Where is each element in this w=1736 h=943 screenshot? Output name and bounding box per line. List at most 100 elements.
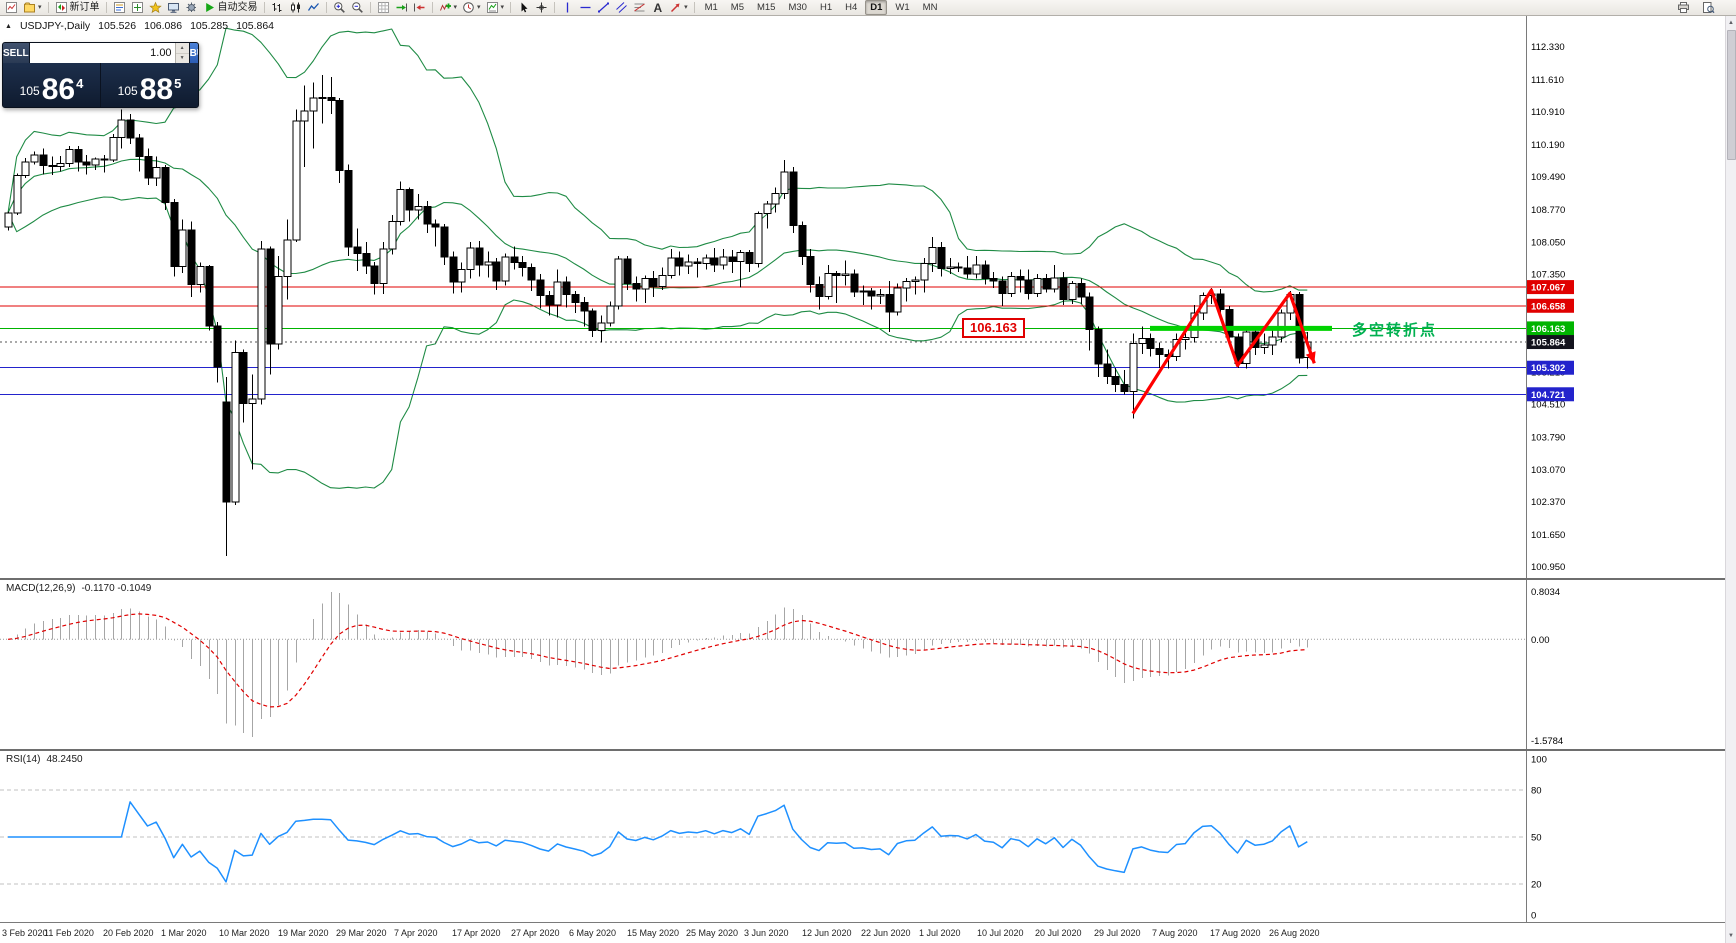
auto-scroll-button[interactable] [393, 1, 410, 15]
pane-splitter[interactable] [0, 749, 1725, 751]
templates-button[interactable]: ▾ [484, 1, 507, 15]
bollinger-bands [7, 27, 1308, 489]
new-order-icon [55, 2, 67, 13]
time-axis-label: 20 Feb 2020 [103, 928, 154, 938]
time-axis-label: 6 May 2020 [569, 928, 617, 938]
macd-axis[interactable]: 0.8034 0.00 -1.5784 [1526, 580, 1564, 749]
print-button[interactable] [1675, 1, 1692, 15]
svg-text:108.770: 108.770 [1531, 205, 1565, 216]
market-watch-button[interactable] [111, 1, 128, 15]
macd-indicator-pane[interactable]: 0.8034 0.00 -1.5784 [0, 580, 1725, 749]
timeframe-w1-button[interactable]: W1 [895, 2, 910, 13]
toolbar-separator [263, 2, 265, 13]
zoom-in-button[interactable] [331, 1, 348, 15]
pane-splitter[interactable] [0, 578, 1725, 580]
scrollbar-thumb[interactable] [1726, 30, 1736, 160]
time-axis-label: 10 Mar 2020 [219, 928, 270, 938]
svg-text:80: 80 [1531, 786, 1542, 797]
svg-text:110.910: 110.910 [1531, 107, 1565, 118]
bar-chart-button[interactable] [269, 1, 286, 15]
sell-price-point: 4 [76, 76, 84, 91]
svg-text:108.050: 108.050 [1531, 238, 1565, 249]
candlestick-chart-button[interactable] [287, 1, 304, 15]
rsi-axis[interactable]: 100 80 50 20 0 [1526, 751, 1547, 922]
trend-zigzag-annotation[interactable] [1131, 288, 1316, 415]
horizontal-line-button[interactable] [577, 1, 594, 15]
indicators-button[interactable]: ▾ [437, 1, 460, 15]
timeframe-m1-button[interactable]: M1 [704, 2, 718, 13]
volume-decrease-button[interactable]: ▼ [179, 55, 185, 62]
strategy-tester-icon [186, 2, 196, 12]
price-callout-label[interactable]: 106.163 [962, 318, 1025, 339]
volume-increase-button[interactable]: ▲ [175, 43, 189, 54]
svg-text:20: 20 [1531, 879, 1542, 890]
buy-button[interactable]: BUY [189, 43, 198, 63]
volume-input[interactable] [29, 43, 175, 63]
sell-button[interactable]: SELL [3, 43, 30, 63]
navigator-button[interactable] [147, 1, 164, 15]
scroll-down-arrow-icon[interactable]: ▼ [1728, 933, 1734, 939]
grid-icon [377, 2, 389, 13]
profiles-button[interactable]: ▾ [21, 1, 44, 15]
time-axis[interactable]: 3 Feb 2020 11 Feb 2020 20 Feb 2020 1 Mar 20… [0, 922, 1725, 943]
line-chart-button[interactable] [305, 1, 322, 15]
strategy-tester-button[interactable] [183, 1, 200, 15]
sell-price-display[interactable]: 105 86 4 [3, 63, 100, 107]
channel-button[interactable] [613, 1, 630, 15]
horizontal-line-icon [580, 6, 591, 9]
price-axis[interactable]: 112.330 111.610 110.910 110.190 109.490 108.7… [1526, 16, 1575, 578]
time-axis-label: 25 May 2020 [686, 928, 739, 938]
fibonacci-button[interactable] [631, 1, 648, 15]
timeframe-mn-button[interactable]: MN [922, 2, 938, 13]
svg-text:105.302: 105.302 [1531, 363, 1565, 374]
print-preview-button[interactable] [1700, 1, 1717, 15]
print-icon [1678, 2, 1689, 13]
new-order-button[interactable]: 新订单 [53, 1, 102, 15]
data-window-button[interactable] [129, 1, 146, 15]
scroll-up-arrow-icon[interactable]: ▲ [1728, 20, 1734, 26]
main-price-chart-canvas[interactable]: 112.330 111.610 110.910 110.190 109.490 108.7… [0, 16, 1725, 578]
arrows-icon [671, 3, 680, 13]
rsi-indicator-pane[interactable]: 100 80 50 20 0 [0, 751, 1725, 922]
chart-shift-button[interactable] [411, 1, 428, 15]
grid-button[interactable] [375, 1, 392, 15]
candlestick-chart-icon [290, 2, 300, 13]
timeframe-m5-button[interactable]: M5 [730, 2, 744, 13]
turning-point-annotation[interactable]: 多空转折点 [1352, 322, 1438, 340]
cursor-button[interactable] [515, 1, 532, 15]
bar-chart-icon [272, 3, 282, 12]
chevron-down-icon: ▾ [453, 4, 458, 11]
zoom-out-button[interactable] [349, 1, 366, 15]
vertical-line-button[interactable] [559, 1, 576, 15]
toolbar-separator [510, 2, 512, 13]
timeframe-h4-button[interactable]: H4 [845, 2, 858, 13]
time-axis-label: 22 Jun 2020 [861, 928, 911, 938]
vertical-scrollbar[interactable]: ▲ ▼ [1725, 16, 1736, 943]
arrows-button[interactable]: ▾ [667, 1, 690, 15]
auto-scroll-icon [396, 3, 407, 12]
timeframe-m30-button[interactable]: M30 [788, 2, 807, 13]
buy-price-display[interactable]: 105 88 5 [101, 63, 198, 107]
trendline-button[interactable] [595, 1, 612, 15]
toolbar-separator [105, 2, 107, 13]
new-chart-button[interactable] [3, 1, 20, 15]
crosshair-icon [536, 2, 547, 13]
terminal-icon [167, 3, 179, 13]
text-button[interactable]: A [649, 1, 666, 15]
crosshair-button[interactable] [533, 1, 550, 15]
timeframe-h1-button[interactable]: H1 [819, 2, 833, 13]
auto-trading-button[interactable]: 自动交易 [201, 1, 260, 15]
horizontal-level-lines[interactable] [0, 286, 1526, 395]
periods-button[interactable]: ▾ [460, 1, 483, 15]
time-axis-label: 29 Jul 2020 [1094, 928, 1141, 938]
svg-text:109.490: 109.490 [1531, 172, 1565, 183]
cursor-icon [521, 2, 528, 13]
terminal-button[interactable] [165, 1, 182, 15]
chart-symbol-info: ▲ USDJPY-,Daily 105.526 106.086 105.285 … [5, 20, 274, 32]
timeframe-d1-button[interactable]: D1 [865, 0, 888, 15]
timeframe-m15-button[interactable]: M15 [756, 2, 776, 13]
time-axis-label: 7 Aug 2020 [1152, 928, 1198, 938]
rsi-label: RSI(14) 48.2450 [6, 754, 83, 765]
svg-text:100: 100 [1531, 755, 1547, 766]
svg-text:112.330: 112.330 [1531, 42, 1565, 53]
